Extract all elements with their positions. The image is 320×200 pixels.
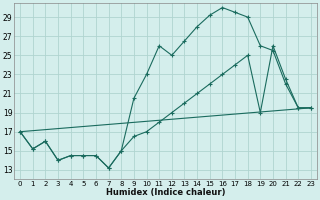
X-axis label: Humidex (Indice chaleur): Humidex (Indice chaleur) [106, 188, 225, 197]
